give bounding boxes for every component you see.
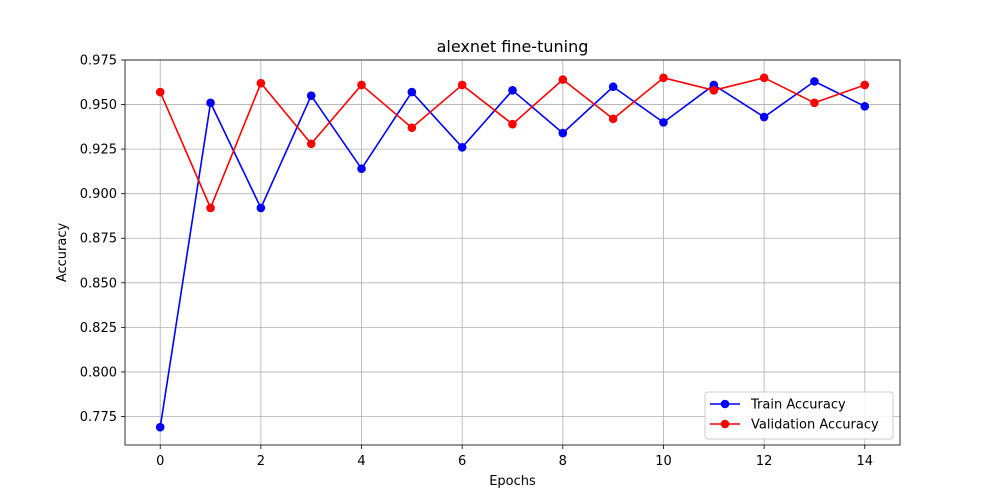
data-point-1-5 <box>407 123 417 133</box>
y-tick-label: 0.775 <box>80 410 117 425</box>
data-point-1-4 <box>357 80 366 90</box>
x-axis-label: Epochs <box>489 474 536 489</box>
data-point-0-7 <box>508 86 517 95</box>
data-point-1-12 <box>759 73 769 83</box>
data-point-0-0 <box>155 422 165 432</box>
x-tick-label: 2 <box>257 454 265 469</box>
y-axis-label: Accuracy <box>55 223 70 283</box>
data-point-1-14 <box>860 80 870 90</box>
y-tick-label: 0.850 <box>80 276 117 291</box>
legend-swatch-marker <box>720 419 730 429</box>
y-tick-label: 0.875 <box>80 232 117 247</box>
data-point-1-3 <box>306 139 316 149</box>
data-point-0-2 <box>256 203 266 213</box>
data-point-0-1 <box>206 98 215 108</box>
x-tick-label: 10 <box>655 454 672 469</box>
y-tick-label: 0.950 <box>80 98 117 113</box>
data-point-1-0 <box>155 87 165 97</box>
grid <box>125 59 900 445</box>
x-tick-label: 6 <box>458 454 466 469</box>
y-tick-label: 0.975 <box>80 54 117 69</box>
data-point-1-10 <box>659 73 668 83</box>
y-tick-label: 0.925 <box>80 143 117 158</box>
series-layer <box>155 73 870 432</box>
series-line-1 <box>159 77 866 209</box>
data-point-1-6 <box>457 80 467 90</box>
axis-ticks: 0 2 4 6 8 10 12 14 0.775 0.800 0.825 0.850 0.875 0.90… <box>80 54 873 470</box>
data-point-0-8 <box>558 128 568 138</box>
legend-box <box>704 391 894 440</box>
data-point-1-1 <box>206 203 215 213</box>
series-line-0 <box>159 80 866 428</box>
data-point-0-9 <box>608 82 618 92</box>
data-point-0-14 <box>860 102 870 111</box>
data-point-0-3 <box>306 91 316 100</box>
data-point-0-5 <box>407 87 417 97</box>
data-point-1-7 <box>508 119 517 129</box>
legend: Train Accuracy Validation Accuracy <box>704 391 894 440</box>
data-point-1-9 <box>608 114 618 124</box>
data-point-1-13 <box>810 98 819 108</box>
legend-label: Validation Accuracy <box>751 418 879 433</box>
legend-label: Train Accuracy <box>750 398 846 413</box>
data-point-0-6 <box>457 143 467 152</box>
chart-title: alexnet fine-tuning <box>437 37 589 56</box>
legend-swatch-marker <box>720 399 730 409</box>
data-point-0-13 <box>810 77 819 86</box>
plot-frame <box>124 59 901 446</box>
y-tick-label: 0.900 <box>80 187 117 202</box>
x-tick-label: 12 <box>756 454 773 469</box>
data-point-1-2 <box>256 78 266 88</box>
data-point-1-8 <box>558 75 568 84</box>
x-tick-label: 0 <box>156 454 164 469</box>
data-point-0-4 <box>357 164 366 174</box>
x-tick-label: 8 <box>559 454 567 469</box>
y-tick-label: 0.800 <box>80 365 117 380</box>
data-point-1-11 <box>709 86 719 95</box>
data-point-0-12 <box>759 112 769 122</box>
data-point-0-10 <box>659 118 668 127</box>
y-tick-label: 0.825 <box>80 321 117 336</box>
x-tick-label: 14 <box>856 454 873 469</box>
x-tick-label: 4 <box>357 454 365 469</box>
